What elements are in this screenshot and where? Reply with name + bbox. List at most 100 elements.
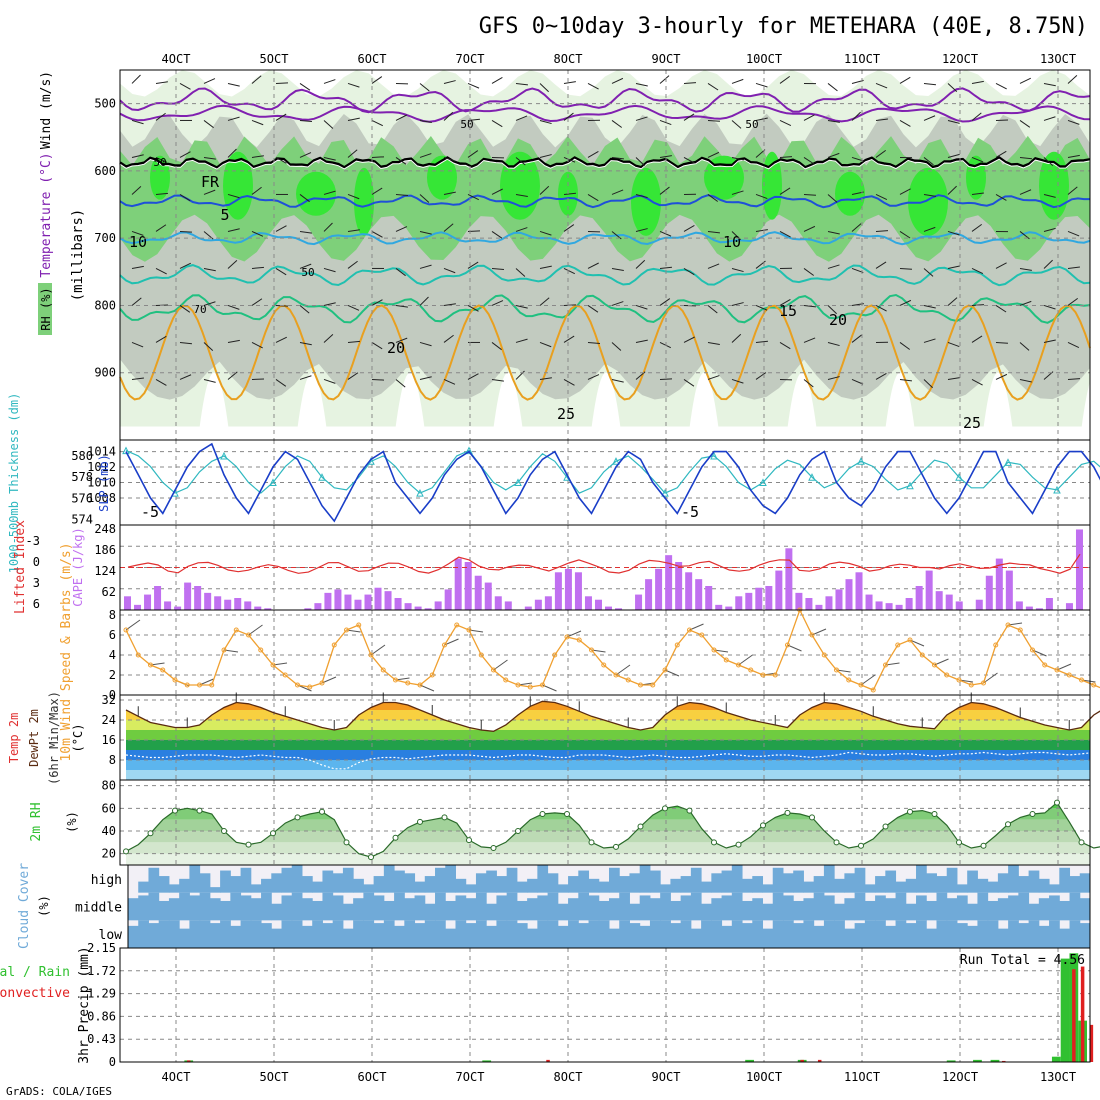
upper-wind-barb xyxy=(371,120,384,127)
rh-marker xyxy=(662,805,668,812)
upper-wind-barb xyxy=(923,115,936,121)
upper-wind-barb xyxy=(1067,186,1078,195)
upper-wind-barb xyxy=(875,373,887,380)
cape-bar xyxy=(474,575,482,610)
cloud-cell-high xyxy=(670,878,682,893)
upper-wind-barb xyxy=(347,193,360,200)
cape-bar xyxy=(1065,603,1073,610)
wind-speed-marker xyxy=(674,642,680,648)
upper-wind-barb xyxy=(1067,119,1080,125)
upper-wind-barb xyxy=(971,192,984,195)
wind-speed-marker xyxy=(981,680,986,686)
wind-barb xyxy=(321,676,337,684)
run-total-label: Run Total = 4.56 xyxy=(960,953,1085,968)
upper-wind-barb xyxy=(227,304,240,310)
cloud-cell-high xyxy=(916,865,927,893)
upper-wind-barb xyxy=(683,379,695,387)
upper-wind-barb xyxy=(323,378,336,384)
contour-label: 10 xyxy=(129,233,147,251)
temp-color-bands xyxy=(126,701,1090,780)
rh-bright-patch xyxy=(296,171,336,216)
cape-bar xyxy=(865,594,873,610)
upper-wind-barb xyxy=(515,268,526,277)
thickness-marker xyxy=(318,473,326,481)
rh-color-bands xyxy=(126,783,1090,865)
upper-wind-barb xyxy=(395,157,407,165)
upper-wind-barb xyxy=(539,341,552,348)
rh-tick-label: 40 xyxy=(102,824,116,838)
rh-marker xyxy=(319,808,325,815)
upper-wind-barb xyxy=(1019,120,1031,128)
wind-speed-marker xyxy=(772,672,778,678)
cloud-cell-middle xyxy=(721,895,733,921)
upper-wind-barb xyxy=(347,304,360,311)
upper-wind-barb xyxy=(995,305,1007,313)
upper-wind-barb xyxy=(1043,116,1056,121)
upper-wind-barb xyxy=(227,148,237,158)
wind-barb xyxy=(811,628,827,636)
cape-bar xyxy=(615,608,623,610)
cloud-cell-low xyxy=(967,925,978,948)
cloud-cell-low xyxy=(128,925,139,948)
top-date-label: 7OCT xyxy=(456,52,485,66)
cloud-cell-low xyxy=(414,923,426,948)
cloud-cell-low xyxy=(660,920,671,948)
upper-wind-barb xyxy=(371,187,383,195)
cloud-cell-high xyxy=(772,867,784,893)
cape-bar xyxy=(454,558,462,610)
thickness-tick-label: 574 xyxy=(71,513,93,527)
cape-bar xyxy=(344,594,352,610)
wind-speed-marker xyxy=(834,667,839,673)
cape-bar xyxy=(635,594,643,610)
upper-wind-barb xyxy=(779,342,791,350)
upper-wind-barb xyxy=(659,298,671,306)
cape-bar xyxy=(214,596,222,610)
wind-speed-marker xyxy=(907,637,913,643)
upper-wind-barb xyxy=(779,156,793,158)
rh-bright-patch xyxy=(1039,151,1069,220)
upper-wind-barb xyxy=(1019,189,1032,195)
upper-wind-barb xyxy=(803,304,816,308)
wind-barb xyxy=(738,654,753,666)
contour-label: 50 xyxy=(460,118,473,131)
panel-axis-label: RH (%) xyxy=(39,287,53,330)
rh-marker xyxy=(833,839,840,846)
cloud-cell-middle xyxy=(711,898,723,921)
rh-plume xyxy=(688,372,720,440)
bottom-date-label: 11OCT xyxy=(844,1070,880,1084)
panel-axis-label: 10m Wind Speed & Barbs (m/s) xyxy=(59,542,74,761)
upper-wind-barb xyxy=(899,188,911,195)
wind-speed-marker xyxy=(503,677,509,683)
upper-wind-barb xyxy=(659,155,672,158)
upper-wind-barb xyxy=(707,341,720,346)
upper-wind-barb xyxy=(251,119,264,126)
upper-wind-barb xyxy=(803,157,815,165)
cloud-cell-low xyxy=(762,928,774,948)
cape-bar xyxy=(665,555,673,610)
upper-wind-barb xyxy=(707,119,721,122)
top-date-label: 12OCT xyxy=(942,52,978,66)
upper-wind-barb xyxy=(251,155,264,158)
precip-frame xyxy=(119,947,1091,1063)
rh-bright-patch xyxy=(835,171,865,216)
panel-axis-label: Cloud Cover xyxy=(17,863,32,949)
cloud-cell-high xyxy=(956,884,968,893)
cloud-cell-low xyxy=(598,920,610,948)
upper-wind-barb xyxy=(923,157,934,166)
upper-wind-barb xyxy=(179,341,192,345)
cape-bar xyxy=(715,604,723,610)
cloud-cell-middle xyxy=(383,900,395,921)
cloud-cell-low xyxy=(363,920,375,948)
upper-wind-barb xyxy=(1019,342,1030,351)
wind-barb xyxy=(787,644,802,652)
wind-speed-marker xyxy=(858,682,864,688)
upper-wind-barb xyxy=(515,338,528,343)
cape-bar xyxy=(434,601,442,610)
upper-wind-barb xyxy=(155,224,167,232)
cape-bar xyxy=(895,604,903,610)
cape-tick-label: 62 xyxy=(102,585,116,599)
wind-speed-marker xyxy=(576,637,582,643)
upper-wind-barb xyxy=(155,268,167,275)
rh-band xyxy=(126,853,1090,865)
upper-wind-barb xyxy=(563,224,575,232)
